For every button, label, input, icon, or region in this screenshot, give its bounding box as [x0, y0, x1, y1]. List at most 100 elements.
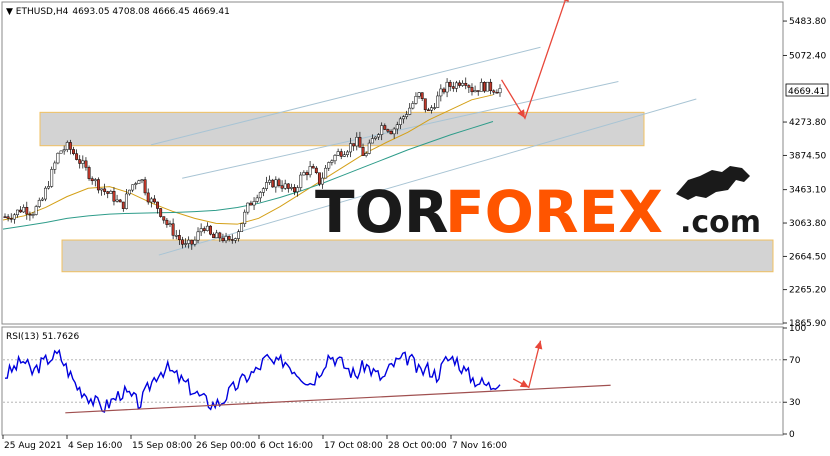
candle-body	[255, 197, 259, 202]
candle-body	[346, 151, 349, 155]
candle-body	[473, 90, 477, 93]
rsi-axis: 100 70 30 0	[783, 324, 806, 440]
candle-body	[268, 179, 272, 183]
candle-body	[168, 223, 172, 225]
header-ohlc: 4693.05 4708.08 4666.45 4669.41	[72, 7, 229, 17]
rsi-trendline	[65, 384, 611, 414]
rsi-plot-frame	[1, 326, 784, 436]
candle-body	[261, 188, 265, 193]
rsi-tick-label: 100	[789, 324, 806, 334]
candle-body	[112, 191, 116, 202]
last-price-label: 4669.41	[788, 87, 825, 97]
candle-body	[47, 186, 51, 189]
candle-body	[53, 162, 57, 170]
candle-body	[72, 149, 75, 154]
candle-body	[426, 109, 430, 112]
candle-body	[193, 239, 197, 245]
price-tick-label: 3874.50	[789, 151, 826, 161]
channel-line-0	[150, 46, 541, 146]
price-tick-label: 2265.20	[789, 286, 826, 296]
candle-body	[221, 237, 225, 242]
candle-body	[467, 85, 471, 88]
candle-body	[277, 179, 281, 186]
candle-body	[420, 92, 424, 99]
candle-body	[286, 183, 290, 189]
price-tick-label: 2664.50	[789, 252, 826, 262]
candle-body	[218, 232, 222, 239]
candle-body	[62, 149, 66, 152]
candle-body	[445, 81, 449, 93]
time-tick-label: 26 Sep 00:00	[196, 441, 256, 451]
candle-body	[75, 153, 79, 160]
candle-body	[265, 182, 268, 189]
candle-body	[349, 143, 353, 153]
candle-body	[134, 183, 138, 186]
candle-body	[433, 107, 437, 109]
candle-body	[240, 223, 244, 232]
candle-body	[311, 166, 315, 169]
candle-body	[152, 198, 156, 203]
price-tick-label: 3463.10	[789, 186, 826, 196]
time-tick-label: 17 Oct 08:00	[324, 441, 383, 451]
candle-body	[274, 179, 278, 188]
price-forecast-arrow-0-head-end	[563, 0, 569, 2]
candle-body	[299, 174, 303, 188]
candle-body	[118, 199, 122, 203]
candle-body	[271, 179, 275, 188]
candle-body	[249, 202, 253, 206]
candle-body	[59, 150, 63, 154]
candle-body	[187, 239, 191, 244]
candle-body	[22, 207, 26, 213]
price-tick-label: 1865.90	[789, 319, 826, 329]
candle-body	[115, 199, 119, 202]
candle-body	[283, 183, 287, 189]
candle-body	[302, 172, 306, 176]
candle-body	[190, 239, 194, 245]
candle-body	[461, 82, 465, 86]
candle-body	[370, 138, 374, 144]
candle-body	[380, 125, 384, 135]
support-resistance-zones	[39, 111, 774, 273]
candle-body	[498, 88, 502, 94]
candle-body	[140, 179, 144, 182]
candle-body	[330, 160, 334, 163]
candle-body	[436, 95, 440, 108]
candle-body	[495, 91, 499, 94]
candle-body	[128, 189, 131, 195]
time-tick-label: 4 Sep 16:00	[68, 441, 123, 451]
candle-body	[227, 236, 231, 240]
header-triangle-icon: ▼	[6, 7, 16, 17]
candle-body	[28, 213, 32, 216]
candle-body	[12, 214, 16, 220]
candle-body	[479, 82, 483, 92]
candle-body	[9, 218, 13, 220]
candle-body	[364, 153, 368, 156]
candle-body	[423, 98, 427, 111]
candle-body	[454, 82, 458, 89]
candle-body	[3, 216, 7, 218]
channel-lines	[150, 46, 697, 256]
candle-body	[439, 88, 443, 97]
candle-body	[448, 81, 452, 87]
candle-body	[451, 86, 455, 89]
candle-body	[476, 90, 480, 92]
time-tick-label: 25 Aug 2021	[4, 441, 62, 451]
candle-body	[398, 118, 402, 125]
candle-body	[121, 201, 125, 209]
forecast-arrows	[501, 0, 569, 389]
candle-body	[289, 187, 293, 189]
time-tick-label: 28 Oct 00:00	[388, 441, 447, 451]
bull-icon	[676, 166, 750, 200]
candle-body	[16, 209, 19, 216]
candle-body	[358, 136, 362, 148]
candle-body	[124, 193, 128, 209]
candle-body	[414, 96, 418, 104]
price-tick-label: 4273.80	[789, 118, 826, 128]
candle-body	[87, 167, 91, 179]
candle-body	[389, 130, 393, 135]
candle-body	[464, 82, 468, 86]
time-axis: 25 Aug 2021 4 Sep 16:00 15 Sep 08:00 26 Sep…	[2, 435, 507, 451]
candle-body	[202, 228, 206, 231]
candle-body	[109, 191, 113, 194]
